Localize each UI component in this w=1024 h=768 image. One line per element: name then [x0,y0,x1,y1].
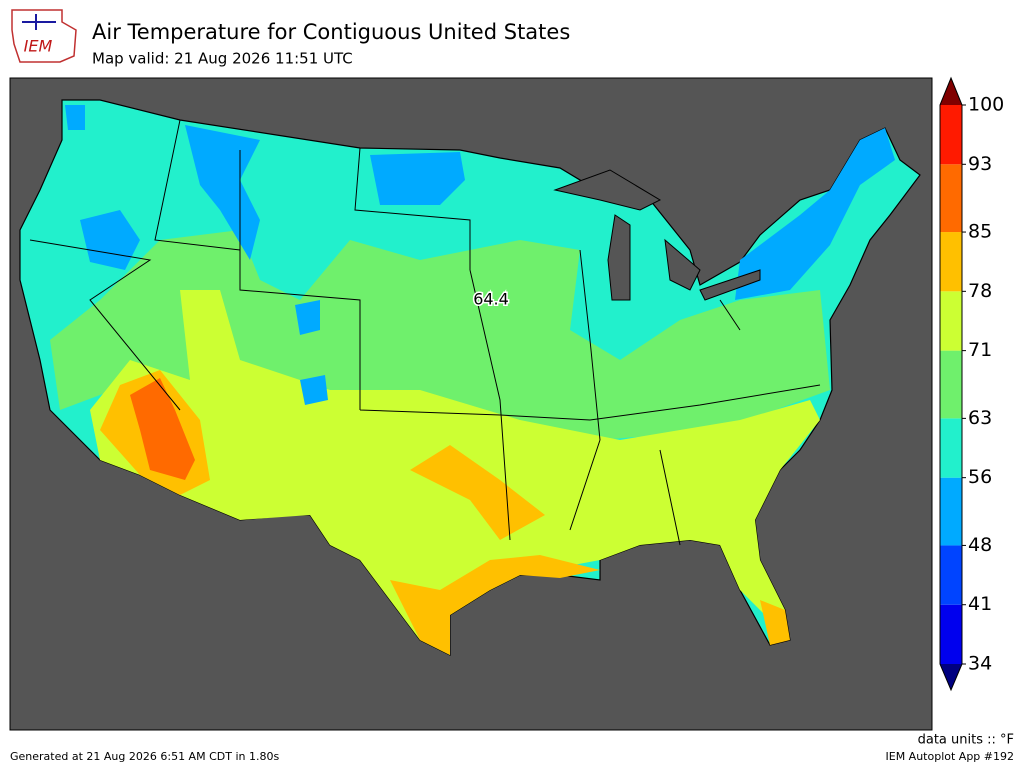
station-value: 64.4 [473,290,509,309]
colorbar-tick-label: 100 [968,94,1004,116]
lakes [553,169,761,301]
colorbar-tick-label: 85 [968,221,992,243]
colorbar-segment [940,477,962,546]
subtitle: Map valid: 21 Aug 2026 11:51 UTC [92,50,353,68]
temp-region-red [130,378,195,480]
colorbar: 34 41 48 56 63 71 78 85 93 100 [939,76,1004,692]
colorbar-segment [940,105,962,165]
state-borders [29,119,821,546]
colorbar-tick-label: 71 [968,339,992,361]
colorbar-tick-label: 41 [968,593,992,615]
map: 64.4 [9,77,933,731]
app-note: IEM Autoplot App #192 [886,750,1015,763]
colorbar-segment [940,291,962,351]
colorbar-tick-label: 63 [968,407,992,429]
colorbar-tick-label: 56 [968,466,992,488]
colorbar-tick-label: 34 [968,653,992,675]
colorbar-segment [940,545,962,605]
logo-text: IEM [24,37,53,56]
title: Air Temperature for Contiguous United St… [92,20,570,44]
colorbar-tick-label: 78 [968,280,992,302]
colorbar-segment [940,232,962,292]
colorbar-segment [940,350,962,419]
colorbar-segment [940,604,962,664]
colorbar-tick-label: 48 [968,534,992,556]
logo: IEM [11,9,77,63]
colorbar-segment [940,164,962,233]
units-label: data units :: °F [918,733,1014,748]
generated-note: Generated at 21 Aug 2026 6:51 AM CDT in … [10,750,279,763]
colorbar-tick-label: 93 [968,153,992,175]
colorbar-segment [940,418,962,478]
colorbar-under [940,664,962,690]
colorbar-over [940,78,962,105]
